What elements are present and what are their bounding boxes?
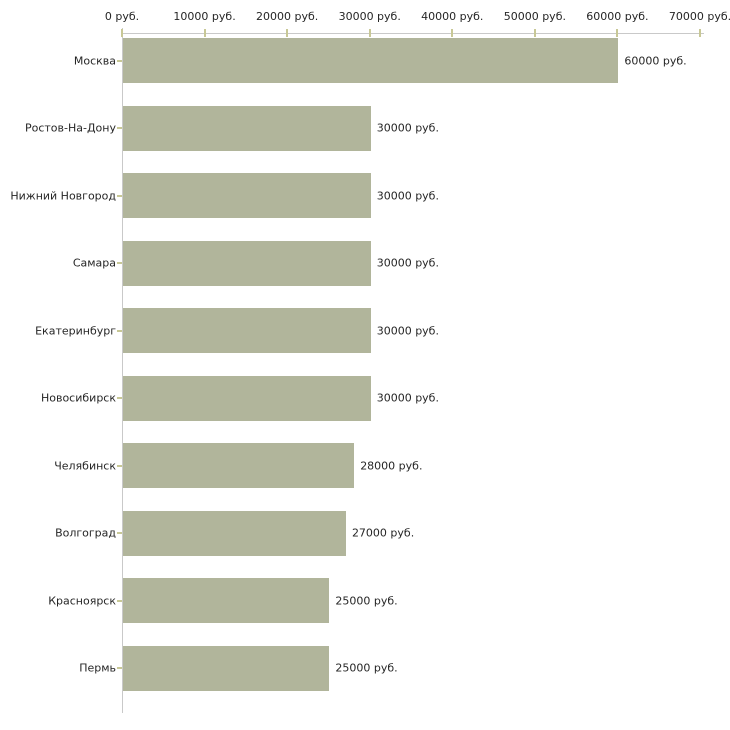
category-label: Екатеринбург xyxy=(35,324,116,337)
category-tick xyxy=(117,59,122,62)
value-label: 30000 руб. xyxy=(376,256,439,270)
x-axis-tick-label: 20000 руб. xyxy=(256,10,319,23)
x-axis-tick xyxy=(121,29,123,37)
bar xyxy=(123,578,330,623)
category-label: Пермь xyxy=(79,661,116,675)
x-axis-tick-label: 70000 руб. xyxy=(668,10,730,23)
category-tick xyxy=(117,127,122,129)
value-label: 30000 руб. xyxy=(376,391,439,405)
value-label: 25000 руб. xyxy=(335,594,398,607)
bar xyxy=(123,240,371,286)
bar xyxy=(123,105,371,151)
x-axis-tick-label: 10000 руб. xyxy=(173,10,236,23)
category-label: Москва xyxy=(73,54,116,67)
value-label: 30000 руб. xyxy=(376,121,439,135)
x-axis-line xyxy=(122,33,704,34)
category-label: Волгоград xyxy=(55,526,116,540)
category-label: Ростов-На-Дону xyxy=(24,121,116,135)
x-axis-tick-label: 60000 руб. xyxy=(586,10,649,23)
x-axis-tick-label: 0 руб. xyxy=(104,10,140,23)
value-label: 60000 руб. xyxy=(624,54,687,67)
category-label: Новосибирск xyxy=(40,391,116,405)
value-label: 27000 руб. xyxy=(351,526,415,540)
bar xyxy=(123,510,346,556)
category-label: Челябинск xyxy=(54,459,116,472)
bar xyxy=(123,645,330,691)
category-tick xyxy=(117,194,122,197)
category-tick xyxy=(117,262,122,264)
category-tick xyxy=(117,667,122,669)
x-axis-tick-label: 50000 руб. xyxy=(503,10,566,23)
bar xyxy=(123,375,371,421)
x-axis-tick-label: 40000 руб. xyxy=(421,10,484,23)
bar xyxy=(123,38,619,83)
category-tick xyxy=(117,599,122,602)
x-axis-tick xyxy=(699,29,701,37)
category-tick xyxy=(117,532,122,534)
category-label: Нижний Новгород xyxy=(10,189,116,202)
x-axis-tick xyxy=(616,29,619,37)
category-label: Красноярск xyxy=(48,594,116,607)
y-axis-line xyxy=(122,28,123,713)
value-label: 25000 руб. xyxy=(335,661,398,675)
bar xyxy=(123,443,355,488)
x-axis-tick xyxy=(286,29,289,37)
x-axis-tick xyxy=(368,29,371,37)
category-label: Самара xyxy=(72,256,116,270)
category-tick xyxy=(117,397,122,399)
bar xyxy=(123,308,371,353)
x-axis-tick xyxy=(203,29,206,37)
x-axis-tick xyxy=(533,29,536,37)
category-tick xyxy=(117,464,122,467)
category-tick xyxy=(117,329,122,332)
bar xyxy=(123,173,371,218)
value-label: 30000 руб. xyxy=(376,189,439,202)
value-label: 28000 руб. xyxy=(360,459,423,472)
x-axis-tick-label: 30000 руб. xyxy=(338,10,401,23)
x-axis-tick xyxy=(451,29,454,37)
value-label: 30000 руб. xyxy=(376,324,439,337)
